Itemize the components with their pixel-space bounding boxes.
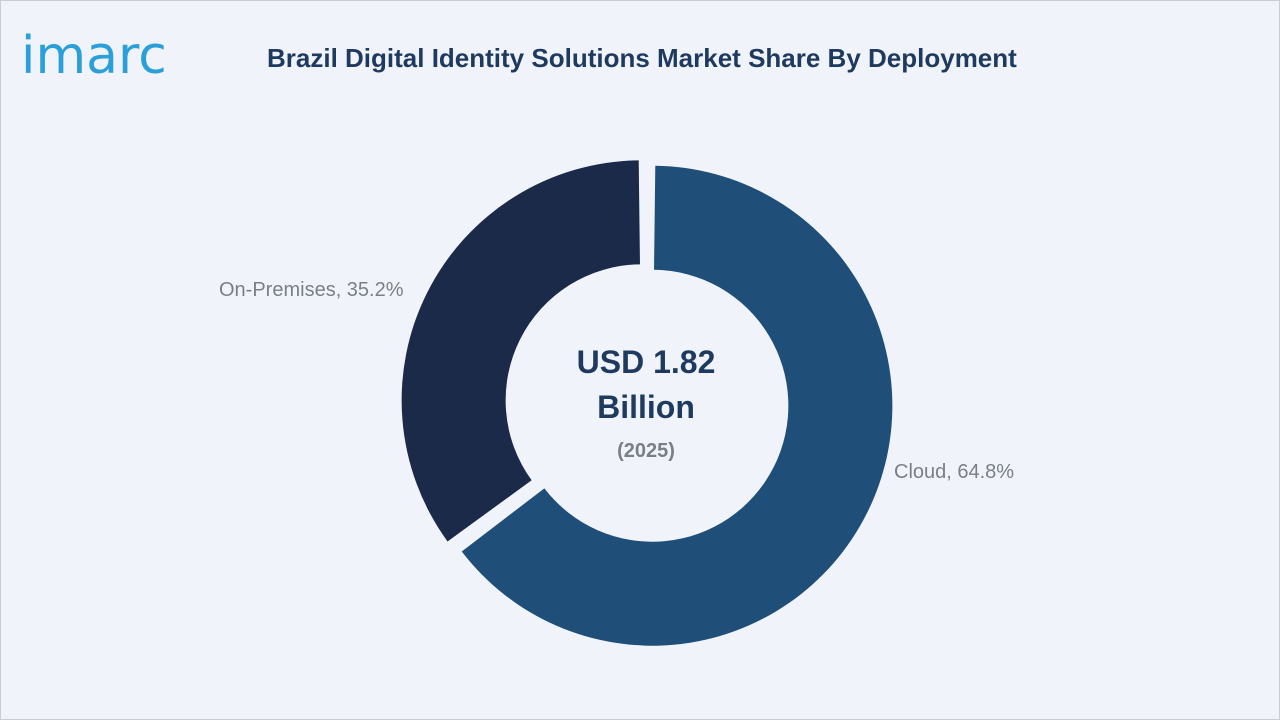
donut-slice-cloud [461,165,893,646]
slice-label-on-premises: On-Premises, 35.2% [219,279,404,301]
logo-text: imarc [21,26,167,85]
center-unit: Billion [597,389,695,425]
center-year: (2025) [617,440,675,462]
donut-slice-on-premises [401,160,640,542]
slice-label-cloud: Cloud, 64.8% [894,461,1014,483]
donut-slices [401,160,893,646]
page-title: Brazil Digital Identity Solutions Market… [267,43,1017,73]
imarc-logo: imarc [21,26,167,85]
center-value: USD 1.82 [577,344,716,380]
